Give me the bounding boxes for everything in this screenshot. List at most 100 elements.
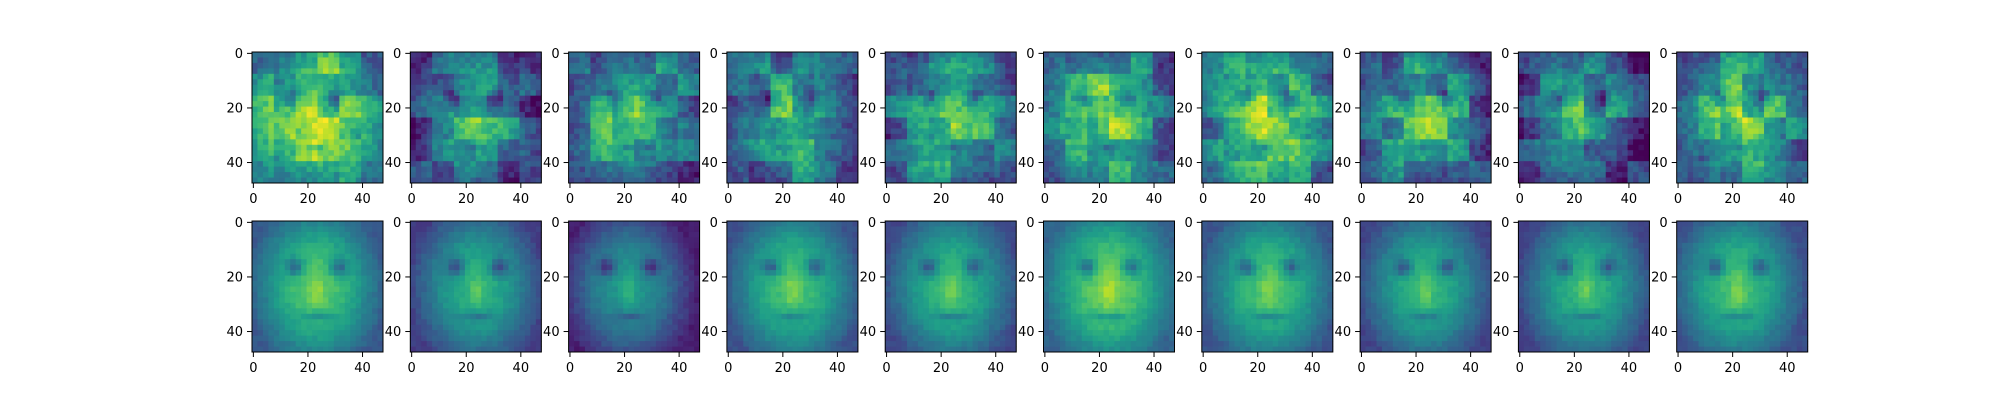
image-cell	[1065, 150, 1072, 157]
image-cell	[1081, 95, 1088, 102]
image-cell	[617, 177, 624, 184]
image-cell	[770, 112, 777, 118]
image-cell	[464, 117, 471, 124]
image-cell	[306, 155, 313, 162]
image-cell	[994, 62, 1001, 69]
image-cell	[634, 150, 640, 157]
image-cell	[896, 128, 902, 135]
image-cell	[967, 128, 973, 135]
image-cell	[344, 117, 351, 124]
image-cell	[475, 139, 482, 146]
image-cell	[792, 144, 799, 151]
image-cell	[1141, 84, 1148, 91]
image-cell	[1436, 144, 1443, 151]
image-cell	[754, 122, 761, 129]
image-cell	[1169, 68, 1175, 75]
image-cell	[1529, 101, 1536, 107]
image-cell	[934, 62, 941, 69]
image-cell	[917, 90, 924, 97]
image-cell	[977, 106, 984, 113]
image-cell	[765, 144, 771, 151]
image-cell	[732, 62, 739, 69]
image-cell	[1474, 52, 1481, 58]
image-cell	[421, 161, 428, 168]
image-cell	[301, 112, 307, 118]
image-cell	[776, 106, 782, 113]
image-cell	[1109, 95, 1115, 102]
image-cell	[1485, 73, 1492, 80]
image-cell	[786, 90, 793, 97]
image-cell	[748, 84, 755, 91]
image-cell	[366, 117, 373, 124]
image-cell	[1130, 150, 1137, 157]
image-cell	[939, 144, 946, 151]
image-cell	[1158, 106, 1164, 113]
image-cell	[568, 122, 575, 129]
image-cell	[328, 161, 335, 168]
image-cell	[748, 68, 755, 75]
image-cell	[1605, 84, 1612, 91]
image-cell	[273, 101, 280, 107]
image-cell	[1054, 122, 1061, 129]
image-cell	[372, 161, 378, 168]
image-cell	[743, 79, 750, 86]
image-cell	[683, 101, 690, 107]
image-cell	[901, 177, 908, 184]
image-cell	[972, 68, 979, 75]
image-cell	[814, 177, 821, 184]
image-cell	[1469, 128, 1476, 135]
image-cell	[737, 161, 744, 168]
image-cell	[1529, 112, 1536, 118]
image-cell	[1616, 52, 1623, 58]
image-cell	[1562, 57, 1568, 64]
image-cell	[410, 57, 417, 64]
image-cell	[312, 68, 318, 75]
image-cell	[661, 112, 668, 118]
image-cell	[1109, 79, 1115, 86]
image-cell	[748, 106, 755, 113]
image-cell	[1109, 133, 1115, 140]
image-cell	[377, 62, 384, 69]
image-cell	[519, 68, 526, 75]
image-cell	[333, 90, 340, 97]
image-cell	[1048, 133, 1055, 140]
image-cell	[322, 112, 329, 118]
image-cell	[1141, 73, 1148, 80]
image-cell	[988, 161, 995, 168]
image-cell	[688, 122, 695, 129]
image-cell	[759, 90, 766, 97]
image-cell	[601, 172, 608, 178]
image-cell	[317, 84, 324, 91]
image-cell	[601, 150, 608, 157]
image-cell	[1441, 112, 1448, 118]
image-cell	[1169, 128, 1175, 135]
image-cell	[885, 106, 892, 113]
image-cell	[284, 95, 291, 102]
image-cell	[645, 117, 651, 124]
image-cell	[1250, 155, 1257, 162]
image-cell	[846, 177, 853, 184]
image-cell	[1169, 150, 1175, 157]
image-cell	[830, 128, 837, 135]
image-cell	[737, 57, 744, 64]
image-cell	[530, 166, 537, 173]
image-cell	[1141, 139, 1148, 146]
image-cell	[1092, 155, 1099, 162]
image-cell	[1583, 84, 1590, 91]
image-cell	[295, 122, 302, 129]
image-cell	[814, 52, 821, 58]
image-cell	[1081, 139, 1088, 146]
image-cell	[1633, 101, 1639, 107]
image-cell	[1316, 90, 1323, 97]
image-cell	[1054, 52, 1061, 58]
image-cell	[988, 106, 995, 113]
image-cell	[312, 133, 318, 140]
image-cell	[628, 101, 635, 107]
image-cell	[803, 57, 810, 64]
image-cell	[661, 106, 668, 113]
image-cell	[988, 95, 995, 102]
image-cell	[901, 95, 908, 102]
image-cell	[1469, 68, 1476, 75]
image-cell	[601, 117, 608, 124]
image-cell	[1087, 161, 1094, 168]
